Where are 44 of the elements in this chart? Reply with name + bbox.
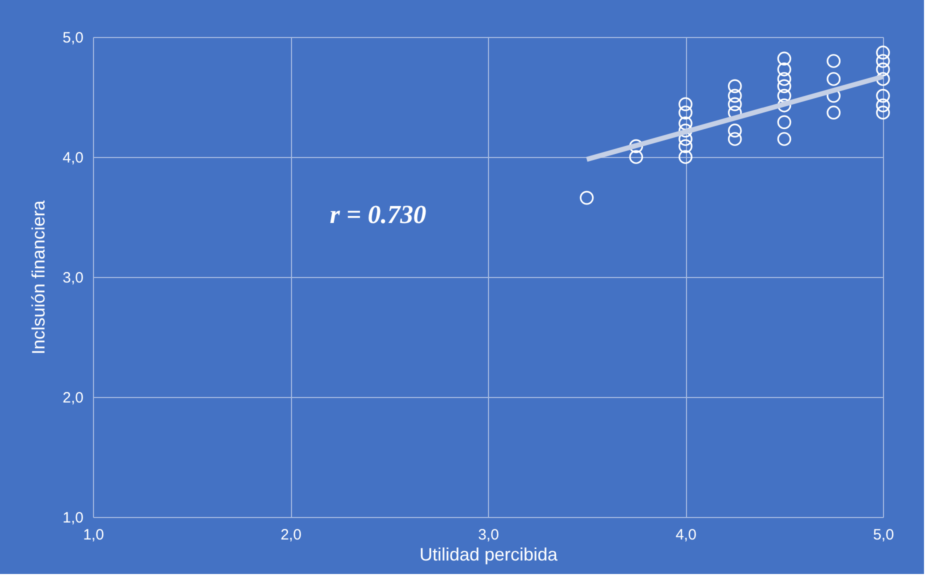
point xyxy=(876,106,890,120)
y-axis-title: Inclsuión financiera xyxy=(28,199,49,355)
point xyxy=(580,190,594,205)
point xyxy=(678,139,692,154)
point xyxy=(826,72,841,86)
point xyxy=(728,88,742,103)
point xyxy=(777,79,792,94)
x-tick-label: 4,0 xyxy=(676,526,696,544)
point xyxy=(826,106,841,120)
point xyxy=(876,54,890,68)
point xyxy=(629,150,644,164)
y-tick-label: 2,0 xyxy=(62,390,84,406)
point xyxy=(777,132,792,146)
point xyxy=(826,54,841,68)
x-tick-label: 1,0 xyxy=(83,526,104,544)
point xyxy=(777,62,792,76)
x-tick-label: 2,0 xyxy=(280,526,302,544)
y-tick-label: 1,0 xyxy=(62,510,84,526)
point xyxy=(728,124,742,138)
annotation: r = 0.730 xyxy=(330,200,426,229)
point xyxy=(728,132,742,146)
point xyxy=(876,88,890,103)
point xyxy=(678,116,692,130)
x-tick-label: 5,0 xyxy=(873,526,894,544)
point xyxy=(678,97,692,112)
y-tick-label: 3,0 xyxy=(62,270,84,286)
point xyxy=(876,98,890,112)
point xyxy=(678,106,692,120)
point xyxy=(678,150,692,164)
point xyxy=(728,97,742,112)
point xyxy=(876,46,890,60)
point xyxy=(777,52,792,66)
point xyxy=(777,72,792,86)
point xyxy=(629,139,644,154)
point xyxy=(777,88,792,103)
x-tick-label: 3,0 xyxy=(478,526,499,544)
point xyxy=(876,72,890,86)
y-tick-label: 5,0 xyxy=(62,30,84,46)
point xyxy=(876,62,890,76)
point xyxy=(777,98,792,112)
point xyxy=(728,79,742,94)
point xyxy=(777,115,792,130)
x-axis-title: Utilidad percibida xyxy=(419,544,559,564)
y-tick-label: 4,0 xyxy=(62,150,84,166)
